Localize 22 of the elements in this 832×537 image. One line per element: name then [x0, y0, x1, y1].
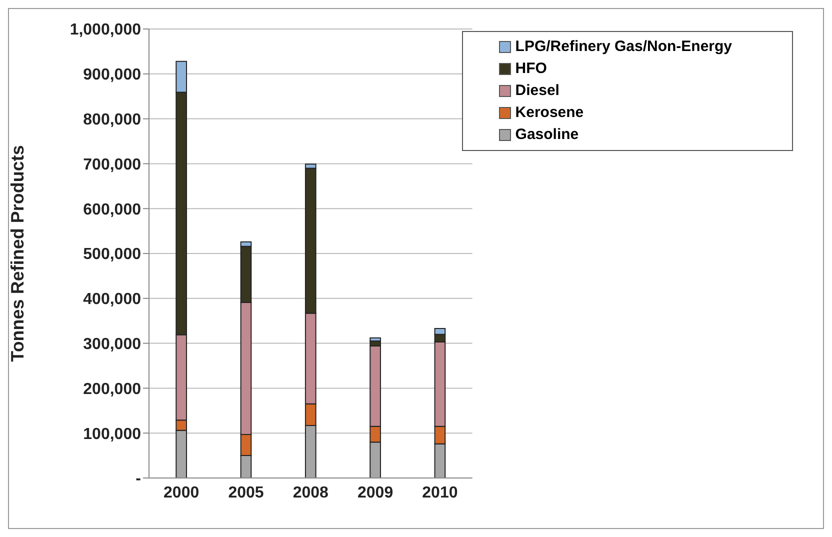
y-tick-label: -: [136, 470, 141, 488]
y-tick-label: 700,000: [83, 156, 142, 174]
y-tick-label: 500,000: [83, 246, 142, 264]
legend-label: Gasoline: [515, 125, 579, 145]
legend-label: HFO: [515, 59, 547, 79]
y-tick-label: 100,000: [83, 426, 142, 443]
x-tick-label: 2010: [422, 484, 458, 502]
x-tick-label: 2009: [358, 484, 394, 502]
y-tick-label: 400,000: [83, 291, 142, 308]
y-tick-label: 600,000: [83, 201, 142, 218]
y-tick-label: 900,000: [83, 66, 142, 84]
x-tick-label: 2000: [164, 484, 200, 502]
x-tick-label: 2008: [292, 484, 329, 502]
legend-label: Diesel: [515, 81, 560, 101]
legend-label: Kerosene: [515, 103, 584, 123]
y-axis-title: Tonnes Refined Products: [7, 145, 28, 362]
y-tick-label: 800,000: [83, 111, 142, 128]
y-tick-label: 300,000: [83, 336, 142, 353]
x-tick-label: 2005: [228, 484, 264, 502]
legend-label: LPG/Refinery Gas/Non-Energy: [515, 37, 732, 57]
y-tick-label: 200,000: [83, 380, 142, 398]
y-tick-label: 1,000,000: [70, 22, 142, 39]
